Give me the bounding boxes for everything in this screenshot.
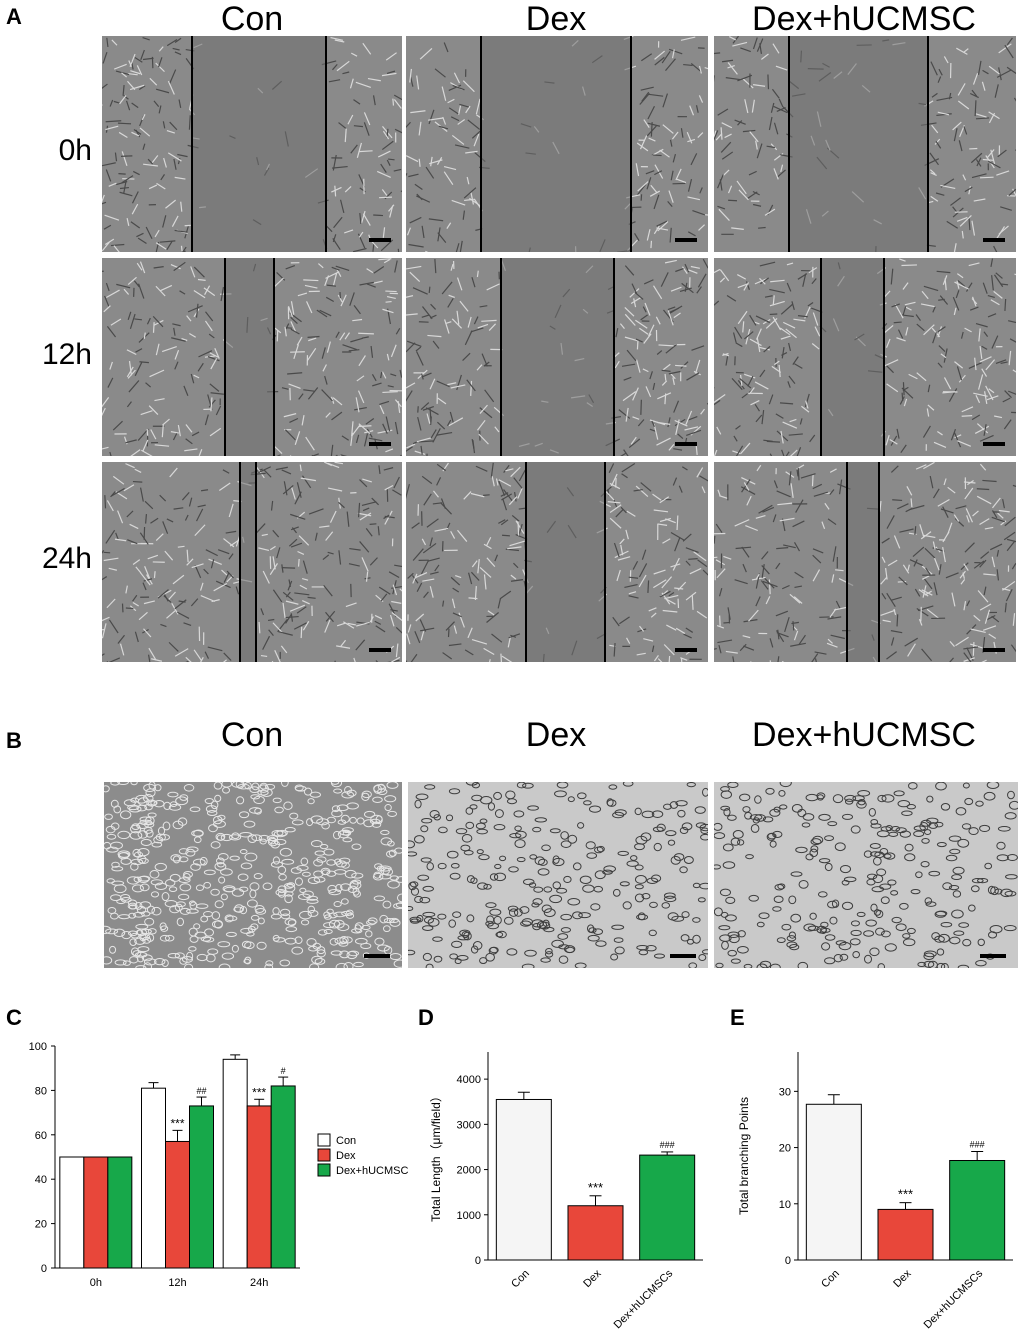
chart-d-y-tick-label: 2000 [457, 1165, 481, 1177]
chart-e-bar-Dex+hUCMSCs [949, 1159, 1006, 1261]
panel-b-letter: B [6, 728, 22, 753]
chart-e-x-tick-label: Dex [891, 1267, 914, 1290]
panel-d-letter: D [418, 1005, 434, 1030]
chart-c-bar-Dex-0h [83, 1156, 109, 1269]
panel-e-letter: E [730, 1005, 745, 1030]
scratch-image-12h-dex [406, 258, 708, 456]
panel-b-col-dex-hucmsc: Dex+hUCMSC [752, 716, 976, 754]
chart-e-y-tick-label: 0 [785, 1255, 791, 1267]
panel-b-col-dex: Dex [525, 716, 587, 754]
chart-c-significance-label: # [281, 1066, 286, 1076]
panel-a-letter: A [6, 4, 22, 29]
chart-c-bar-Dex+hUCMSC-12h [189, 1105, 214, 1269]
panel-a-col-con: Con [220, 0, 284, 38]
scratch-image-0h-con [102, 36, 402, 252]
panel-a-col-dex: Dex [525, 0, 587, 38]
chart-c-legend-swatch [317, 1148, 331, 1162]
panel-a-row-0h: 0h [58, 134, 92, 167]
chart-d-x-tick-label: Dex+hUCMSCs [612, 1267, 676, 1331]
chart-c-legend-label: Con [336, 1135, 356, 1147]
chart-c-legend-label: Dex+hUCMSC [336, 1165, 408, 1177]
tube-image-dex-hucmsc [714, 782, 1018, 968]
chart-d-significance-label: *** [588, 1180, 603, 1195]
scratch-image-0h-dex-hucmsc [714, 36, 1016, 252]
chart-d-bar-Dex [567, 1205, 624, 1261]
chart-d-x-tick-label: Dex [581, 1267, 604, 1290]
chart-c-legend-label: Dex [336, 1150, 356, 1162]
chart-c-x-tick-label: 24h [250, 1277, 268, 1289]
tube-image-dex [408, 782, 708, 968]
chart-e-y-tick-label: 10 [779, 1199, 791, 1211]
chart-e-bar-Con [805, 1103, 862, 1261]
chart-e-significance-label: *** [898, 1187, 913, 1202]
chart-c-y-tick-label: 20 [35, 1219, 47, 1231]
chart-d-y-tick-label: 4000 [457, 1074, 481, 1086]
chart-e-y-tick-label: 30 [779, 1086, 791, 1098]
chart-c-y-tick-label: 40 [35, 1174, 47, 1186]
chart-e-y-axis-label: Total branching Points [737, 1097, 751, 1215]
chart-c-y-tick-label: 80 [35, 1085, 47, 1097]
chart-c-bar-Con-12h [141, 1087, 166, 1269]
chart-e-significance-label: ### [970, 1140, 985, 1150]
chart-c-x-tick-label: 12h [168, 1277, 186, 1289]
chart-c-significance-label: ## [196, 1086, 206, 1096]
scratch-image-12h-con [102, 258, 402, 456]
chart-c-y-tick-label: 100 [29, 1041, 47, 1053]
chart-c-bar-Con-24h [222, 1058, 248, 1269]
chart-d-significance-label: ### [660, 1140, 675, 1150]
panel-b-col-con: Con [220, 716, 284, 754]
chart-c-significance-label: *** [170, 1116, 184, 1130]
chart-c-x-tick-label: 0h [90, 1277, 102, 1289]
chart-c-bar-Dex-12h [165, 1140, 190, 1269]
chart-c-legend-swatch [317, 1133, 331, 1147]
scratch-image-0h-dex [406, 36, 708, 252]
chart-e-bar-Dex [877, 1208, 934, 1261]
chart-d-bar-Con [495, 1098, 552, 1261]
chart-e-x-tick-label: Con [819, 1268, 842, 1291]
chart-d-y-tick-label: 0 [475, 1255, 481, 1267]
chart-e-x-tick-label: Dex+hUCMSCs [922, 1267, 986, 1331]
tube-image-con [104, 782, 402, 968]
chart-c-y-tick-label: 0 [41, 1263, 47, 1275]
panel-a-row-12h: 12h [41, 338, 92, 371]
chart-e-y-tick-label: 20 [779, 1143, 791, 1155]
panel-c-letter: C [6, 1005, 22, 1030]
chart-c-y-tick-label: 60 [35, 1130, 47, 1142]
panel-a-col-dex-hucmsc: Dex+hUCMSC [752, 0, 976, 38]
panel-a-row-24h: 24h [41, 542, 92, 575]
chart-c-bar-Dex+hUCMSC-0h [107, 1156, 133, 1269]
scratch-image-24h-dex [406, 462, 708, 662]
chart-c-bar-Dex-24h [246, 1105, 272, 1269]
chart-d-total-length: 0 1000 2000 3000 4000 Total Length（μm/field） C… [429, 1052, 703, 1331]
chart-c-legend-swatch [317, 1163, 331, 1177]
chart-e-branching-points: 0 10 20 30 Total branching Points Con *** Dex ##… [737, 1052, 1013, 1331]
chart-c-bar-Con-0h [59, 1156, 85, 1269]
chart-d-y-tick-label: 3000 [457, 1119, 481, 1131]
scratch-image-24h-con [102, 462, 402, 662]
chart-d-y-tick-label: 1000 [457, 1210, 481, 1222]
chart-c-migration: 0 20 40 60 80 100 0h 12h *** ## 24h *** # Con Dex Dex+h… [29, 1041, 409, 1289]
scratch-image-12h-dex-hucmsc [714, 258, 1016, 456]
chart-c-significance-label: *** [252, 1085, 266, 1099]
chart-d-bar-Dex+hUCMSCs [639, 1154, 696, 1261]
scratch-image-24h-dex-hucmsc [714, 462, 1016, 662]
chart-d-y-axis-label: Total Length（μm/field） [429, 1090, 443, 1222]
chart-d-x-tick-label: Con [509, 1268, 532, 1291]
chart-c-bar-Dex+hUCMSC-24h [270, 1085, 296, 1269]
